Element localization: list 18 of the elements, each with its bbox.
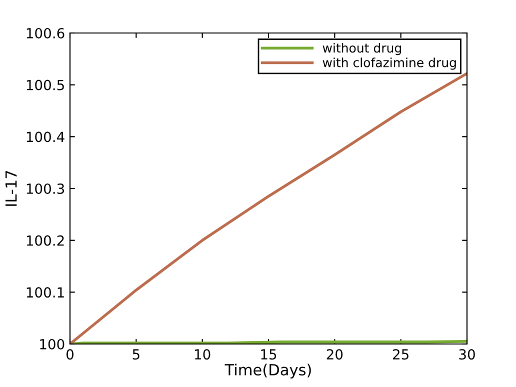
- y-tick-label: 100: [40, 338, 64, 350]
- legend-label: without drug: [322, 43, 402, 56]
- x-tick-label: 30: [459, 349, 475, 360]
- y-tick-label: 100.1: [26, 287, 64, 298]
- y-tick-label: 100.3: [26, 183, 64, 194]
- y-axis-title: IL-17: [6, 170, 17, 206]
- x-axis-title: Time(Days): [224, 364, 311, 378]
- x-tick-label: 5: [132, 349, 140, 360]
- x-tick-label: 15: [261, 349, 276, 360]
- x-tick-label: 25: [393, 349, 408, 360]
- legend-label: with clofazimine drug: [322, 58, 456, 70]
- y-tick-label: 100.2: [26, 235, 64, 246]
- x-tick-label: 10: [195, 349, 210, 360]
- x-tick-label: 0: [66, 349, 74, 360]
- y-tick-label: 100.5: [26, 80, 64, 90]
- y-tick-label: 100.4: [26, 132, 64, 142]
- x-tick-label: 20: [326, 349, 343, 360]
- y-tick-label: 100.6: [26, 28, 64, 38]
